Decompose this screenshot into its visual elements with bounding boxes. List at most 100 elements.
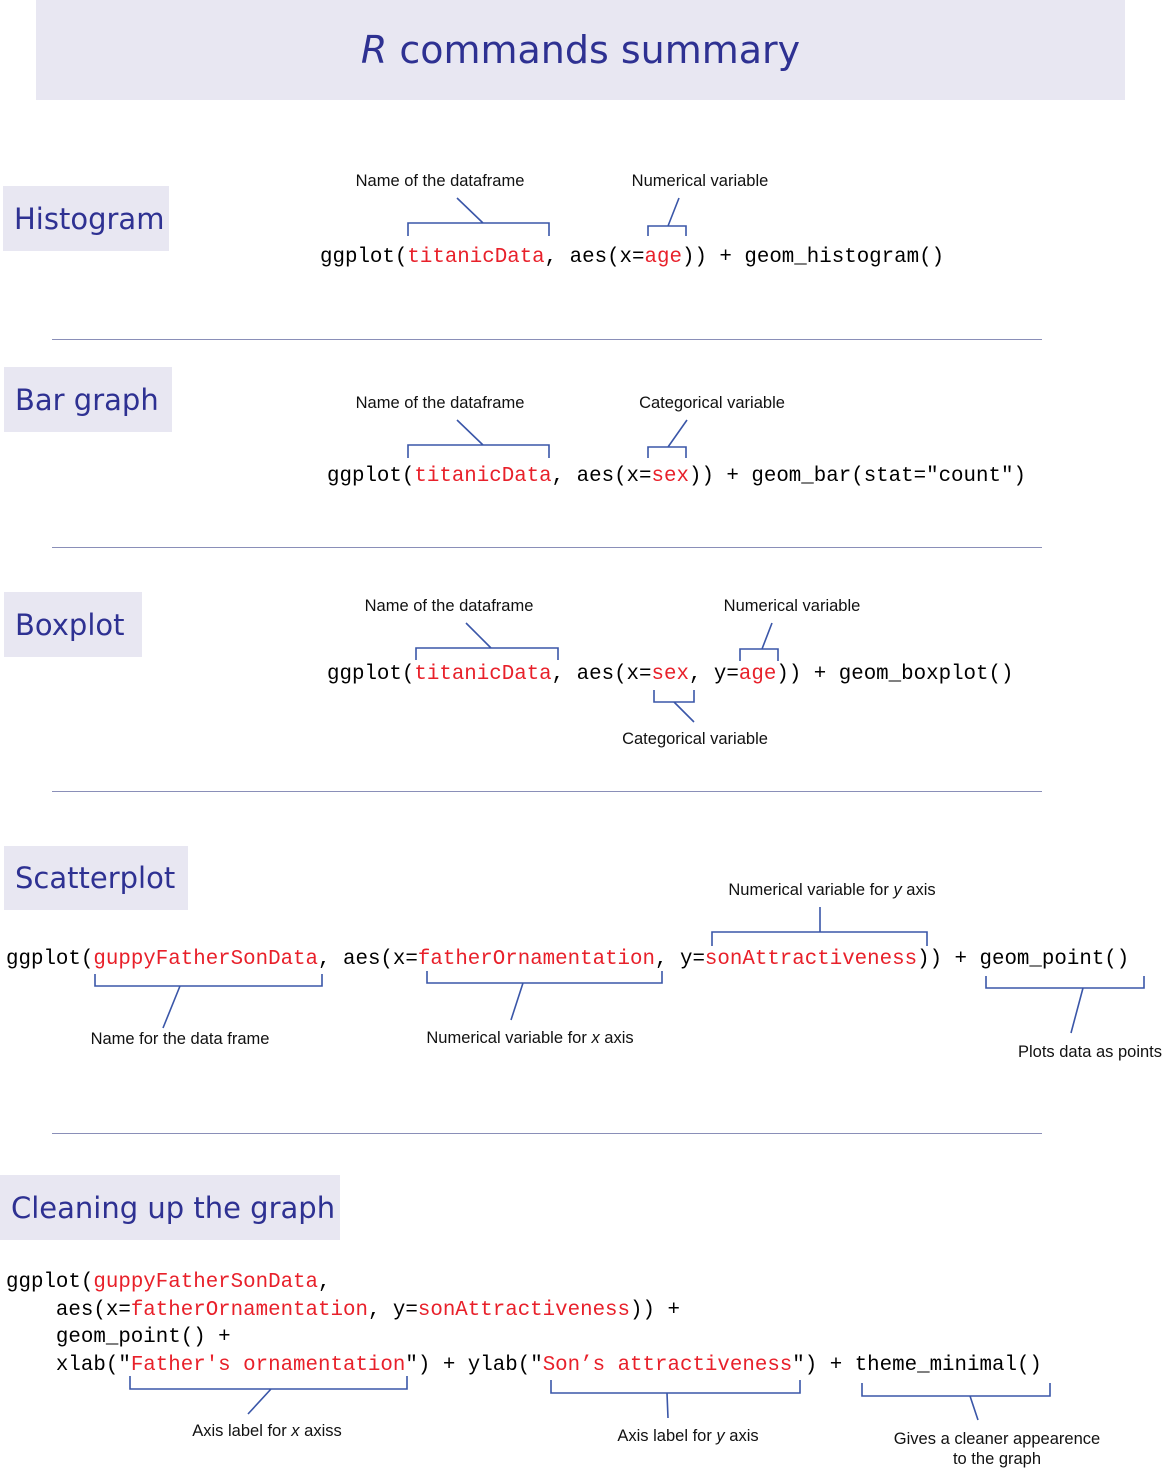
section-scatter-header: Scatterplot: [4, 846, 188, 910]
code-text: , y=: [688, 663, 739, 686]
annotation-sc-points: Plots data as points: [1018, 1042, 1162, 1062]
code-text: )) +: [630, 1299, 680, 1322]
annotation-cl-x: Axis label for x axiss: [192, 1421, 341, 1441]
bracket-cl-x: [129, 1376, 408, 1415]
annotation-text: Numerical variable: [723, 597, 861, 615]
annotation-box-df: Name of the dataframe: [365, 596, 534, 616]
code-text: , y=: [367, 1299, 418, 1322]
annotation-box-num: Numerical variable: [724, 596, 861, 616]
code-argument: sonAttractiveness: [704, 948, 918, 971]
code-argument: sex: [651, 465, 689, 488]
annotation-bar-cat: Categorical variable: [639, 393, 785, 413]
page-title: R commands summary: [361, 28, 800, 72]
bracket-cl-theme: [861, 1383, 1051, 1421]
code-argument: Father's ornamentation: [130, 1354, 406, 1377]
cleanup-line-3: geom_point() +: [6, 1326, 231, 1350]
annotation-text: to the graph: [952, 1450, 1042, 1468]
code-text: , aes(x=: [318, 948, 418, 971]
bracket-sc-df: [94, 974, 323, 1029]
annotation-bar-df: Name of the dataframe: [356, 393, 525, 413]
code-text: , aes(x=: [544, 246, 645, 269]
code-text: xlab(": [6, 1354, 131, 1377]
annotation-sc-y: Numerical variable for y axis: [728, 880, 935, 900]
code-argument: titanicData: [407, 246, 545, 269]
code-text: ggplot(: [6, 948, 94, 971]
bracket-box-cat: [653, 690, 695, 723]
section-bar-header: Bar graph: [4, 367, 172, 432]
code-text: ggplot(: [327, 663, 415, 686]
code-text: )) + geom_histogram(): [681, 246, 945, 269]
annotation-text: Numerical variable for: [426, 1029, 592, 1047]
annotation-hist-df: Name of the dataframe: [356, 171, 525, 191]
annotation-text: Axis label for: [192, 1422, 292, 1440]
code-text: )) + geom_point(): [917, 948, 1130, 971]
annotation-text: Numerical variable: [631, 172, 769, 190]
annotation-text: Plots data as points: [1017, 1043, 1163, 1061]
bracket-sc-y: [711, 907, 928, 946]
code-text: , aes(x=: [551, 465, 652, 488]
code-text: aes(x=: [6, 1299, 131, 1322]
annotation-cl-theme: Gives a cleaner appearence to the graph: [894, 1429, 1100, 1469]
code-argument: age: [644, 246, 682, 269]
code-text: ggplot(: [327, 465, 415, 488]
cleanup-line-4: xlab("Father's ornamentation") + ylab("S…: [6, 1354, 1042, 1378]
code-argument: fatherOrnamentation: [417, 948, 655, 971]
code-argument: age: [738, 663, 777, 686]
annotation-text: Axis label for: [617, 1427, 717, 1445]
divider: [52, 339, 1042, 340]
annotation-text: x: [591, 1029, 600, 1047]
cleanup-line-1: ggplot(guppyFatherSonData,: [6, 1271, 331, 1295]
code-text: ") + ylab(": [405, 1354, 543, 1377]
code-argument: Son’s attractiveness: [542, 1354, 793, 1377]
code-text: ") + theme_minimal(): [792, 1354, 1042, 1377]
annotation-text: y: [716, 1427, 725, 1445]
histogram-code: ggplot(titanicData, aes(x=age)) + geom_h…: [320, 246, 944, 270]
bracket-hist-df: [407, 197, 550, 236]
code-argument: guppyFatherSonData: [93, 1271, 319, 1294]
title-r: R: [360, 28, 388, 72]
code-text: ggplot(: [6, 1271, 94, 1294]
code-text: , y=: [655, 948, 705, 971]
annotation-sc-df: Name for the data frame: [91, 1029, 270, 1049]
annotation-text: Name of the dataframe: [364, 597, 534, 615]
bracket-hist-num: [647, 197, 687, 236]
code-argument: guppyFatherSonData: [93, 948, 319, 971]
section-cleanup-header: Cleaning up the graph: [0, 1175, 340, 1240]
annotation-text: Gives a cleaner appearence: [893, 1430, 1101, 1448]
annotation-text: axis: [901, 881, 936, 899]
code-text: ,: [318, 1271, 331, 1294]
title-rest: commands summary: [387, 28, 801, 72]
code-argument: titanicData: [414, 465, 552, 488]
annotation-text: axiss: [299, 1422, 342, 1440]
annotation-text: Name for the data frame: [90, 1030, 270, 1048]
bracket-box-num: [739, 622, 779, 661]
bracket-box-df: [415, 622, 559, 660]
annotation-text: Name of the dataframe: [355, 172, 525, 190]
annotation-text: axis: [724, 1427, 759, 1445]
bracket-bar-df: [407, 419, 550, 458]
code-text: , aes(x=: [551, 663, 652, 686]
section-boxplot-header: Boxplot: [4, 592, 142, 657]
annotation-box-cat: Categorical variable: [622, 729, 768, 749]
annotation-text: Categorical variable: [639, 394, 785, 412]
scatter-code: ggplot(guppyFatherSonData, aes(x=fatherO…: [6, 948, 1129, 972]
code-text: ggplot(: [320, 246, 408, 269]
cleanup-line-2: aes(x=fatherOrnamentation, y=sonAttracti…: [6, 1299, 680, 1323]
code-argument: titanicData: [414, 663, 552, 686]
divider: [52, 1133, 1042, 1134]
annotation-sc-x: Numerical variable for x axis: [426, 1028, 633, 1048]
bracket-bar-cat: [647, 419, 688, 458]
bar-code: ggplot(titanicData, aes(x=sex)) + geom_b…: [327, 465, 1026, 489]
boxplot-code: ggplot(titanicData, aes(x=sex, y=age)) +…: [327, 663, 1013, 687]
code-text: geom_point() +: [6, 1326, 231, 1349]
annotation-text: Name of the dataframe: [355, 394, 525, 412]
code-text: )) + geom_boxplot(): [776, 663, 1014, 686]
code-argument: sex: [651, 663, 689, 686]
annotation-text: Numerical variable for: [728, 881, 894, 899]
divider: [52, 791, 1042, 792]
code-argument: sonAttractiveness: [417, 1299, 631, 1322]
annotation-hist-num: Numerical variable: [632, 171, 769, 191]
bracket-sc-points: [985, 976, 1145, 1034]
divider: [52, 547, 1042, 548]
